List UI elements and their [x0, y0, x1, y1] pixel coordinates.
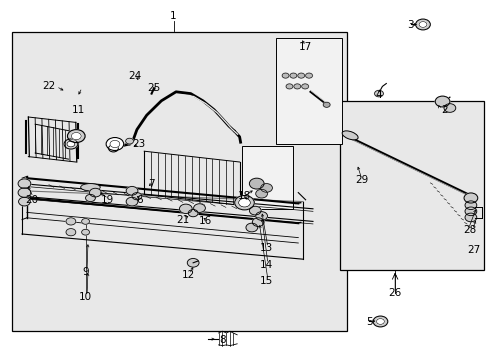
- Circle shape: [132, 193, 142, 200]
- Text: 25: 25: [147, 83, 161, 93]
- Text: 29: 29: [354, 175, 368, 185]
- Circle shape: [110, 140, 120, 148]
- Text: 6: 6: [136, 195, 142, 205]
- Circle shape: [106, 138, 123, 150]
- Circle shape: [464, 213, 476, 222]
- Circle shape: [188, 210, 198, 217]
- Text: 24: 24: [127, 71, 141, 81]
- Circle shape: [125, 138, 133, 144]
- Circle shape: [260, 184, 272, 192]
- Ellipse shape: [81, 184, 100, 191]
- Text: 27: 27: [467, 245, 480, 255]
- Circle shape: [66, 218, 76, 225]
- Text: 23: 23: [132, 139, 146, 149]
- Circle shape: [249, 178, 264, 189]
- Circle shape: [234, 195, 254, 210]
- Circle shape: [245, 223, 257, 232]
- Text: 8: 8: [219, 335, 225, 345]
- Bar: [242, 146, 293, 209]
- Text: 5: 5: [365, 317, 372, 327]
- Text: 17: 17: [298, 42, 312, 52]
- Text: 7: 7: [148, 179, 155, 189]
- Circle shape: [323, 102, 329, 107]
- Circle shape: [81, 229, 89, 235]
- Text: 12: 12: [181, 270, 195, 280]
- Text: 4: 4: [375, 90, 382, 100]
- Circle shape: [126, 197, 138, 206]
- Circle shape: [179, 204, 192, 213]
- Circle shape: [464, 201, 476, 210]
- Text: 16: 16: [198, 216, 212, 226]
- Circle shape: [193, 204, 205, 212]
- Circle shape: [464, 207, 476, 216]
- Circle shape: [282, 73, 288, 78]
- Circle shape: [443, 104, 455, 112]
- Circle shape: [71, 132, 81, 140]
- Circle shape: [252, 218, 264, 226]
- Text: 19: 19: [101, 195, 114, 205]
- Text: 22: 22: [42, 81, 56, 91]
- Circle shape: [374, 90, 383, 97]
- Circle shape: [67, 141, 75, 147]
- Circle shape: [415, 19, 429, 30]
- Text: 13: 13: [259, 243, 273, 253]
- Circle shape: [187, 258, 199, 267]
- Circle shape: [255, 212, 267, 220]
- Circle shape: [418, 22, 426, 27]
- Circle shape: [85, 194, 95, 202]
- Circle shape: [372, 316, 387, 327]
- Circle shape: [255, 189, 267, 198]
- Circle shape: [293, 84, 300, 89]
- Circle shape: [126, 186, 138, 195]
- Circle shape: [67, 130, 85, 143]
- Text: 21: 21: [176, 215, 190, 225]
- Text: 9: 9: [82, 267, 89, 277]
- Circle shape: [301, 84, 308, 89]
- Circle shape: [81, 219, 89, 224]
- Circle shape: [238, 198, 250, 207]
- Circle shape: [108, 145, 118, 152]
- Circle shape: [289, 73, 296, 78]
- Text: 1: 1: [170, 11, 177, 21]
- Circle shape: [64, 139, 78, 149]
- Text: 3: 3: [407, 20, 413, 30]
- Text: 20: 20: [25, 195, 38, 205]
- Circle shape: [463, 193, 477, 203]
- Circle shape: [18, 179, 31, 188]
- Text: 14: 14: [259, 260, 273, 270]
- Circle shape: [18, 188, 31, 197]
- Ellipse shape: [342, 131, 357, 140]
- Circle shape: [249, 206, 261, 215]
- Text: 11: 11: [71, 105, 85, 115]
- Text: 18: 18: [237, 191, 251, 201]
- Circle shape: [285, 84, 292, 89]
- Text: 10: 10: [79, 292, 92, 302]
- Text: 15: 15: [259, 276, 273, 286]
- Circle shape: [19, 197, 30, 206]
- Bar: [339, 101, 483, 270]
- Circle shape: [66, 229, 76, 236]
- Text: 26: 26: [387, 288, 401, 298]
- Circle shape: [305, 73, 312, 78]
- Text: 2: 2: [441, 105, 447, 115]
- Circle shape: [297, 73, 304, 78]
- Circle shape: [376, 319, 384, 324]
- Circle shape: [434, 96, 449, 107]
- Circle shape: [89, 188, 101, 197]
- Bar: [276, 38, 342, 144]
- Bar: [12, 32, 346, 331]
- Text: 28: 28: [462, 225, 475, 235]
